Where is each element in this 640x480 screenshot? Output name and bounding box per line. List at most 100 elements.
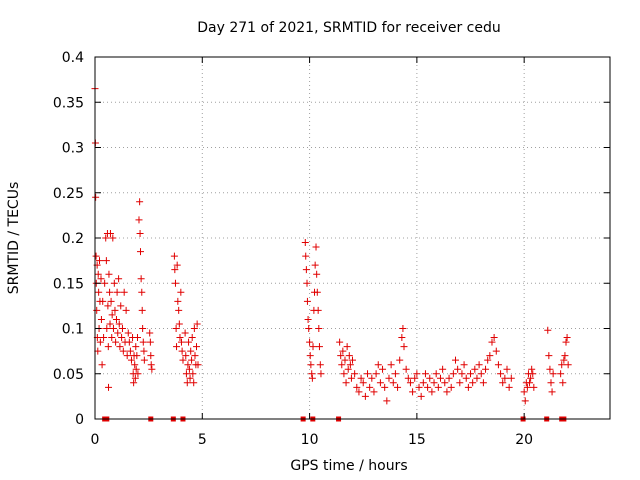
data-point [124, 329, 132, 337]
data-point [313, 288, 321, 296]
data-point [177, 288, 185, 296]
data-point [192, 343, 200, 351]
data-point [387, 361, 395, 369]
data-point [505, 383, 513, 391]
data-point [106, 320, 114, 328]
data-point [339, 347, 347, 355]
data-point [396, 356, 404, 364]
data-point [109, 325, 117, 332]
data-point [136, 248, 144, 256]
data-point [394, 383, 402, 391]
data-point [132, 343, 140, 351]
data-point [449, 370, 457, 378]
data-layer [91, 85, 572, 422]
data-point [97, 275, 105, 283]
data-point [409, 388, 417, 396]
data-point [520, 388, 528, 396]
data-point [147, 352, 155, 360]
data-point [337, 352, 345, 360]
data-point [379, 365, 387, 373]
data-point [304, 315, 312, 323]
data-point [406, 379, 414, 387]
data-point [186, 374, 194, 382]
data-point [317, 370, 325, 378]
data-point [105, 270, 113, 278]
data-point [490, 334, 498, 342]
data-point [187, 347, 195, 355]
data-point [103, 325, 111, 332]
data-point [113, 288, 121, 296]
data-point [545, 352, 553, 360]
data-point [341, 356, 349, 364]
data-point [93, 306, 101, 314]
data-point [381, 383, 389, 391]
data-point [351, 370, 359, 378]
data-point [107, 297, 115, 305]
data-point [175, 306, 183, 314]
data-point [372, 370, 380, 378]
data-point [441, 379, 449, 387]
data-point [312, 243, 320, 251]
data-point [182, 370, 190, 378]
x-tick-label: 20 [515, 432, 533, 448]
data-point [132, 365, 140, 373]
data-point [111, 306, 119, 314]
data-point [313, 270, 321, 278]
data-point [340, 370, 348, 378]
data-point [308, 374, 316, 382]
data-point [366, 383, 374, 391]
data-point [391, 370, 399, 378]
data-point [122, 306, 130, 314]
y-tick-label: 0.35 [53, 95, 84, 111]
data-point [308, 370, 316, 378]
data-point [100, 334, 108, 342]
data-point [118, 334, 126, 342]
data-point [488, 338, 496, 346]
data-point [135, 216, 143, 224]
y-tick-label: 0.15 [53, 276, 84, 292]
data-point [486, 352, 494, 360]
data-point [97, 315, 105, 323]
chart-title: Day 271 of 2021, SRMTID for receiver ced… [197, 20, 500, 36]
data-point [368, 374, 376, 382]
data-point [305, 325, 313, 332]
data-point [434, 383, 442, 391]
data-point [126, 347, 134, 355]
data-point [499, 379, 507, 387]
data-point [355, 388, 363, 396]
data-point [191, 352, 199, 360]
data-point [398, 334, 406, 342]
data-point [102, 257, 110, 265]
data-point [189, 370, 197, 378]
data-point [419, 379, 427, 387]
data-point [374, 361, 382, 369]
data-point [309, 343, 317, 351]
data-point [370, 388, 378, 396]
data-point [357, 374, 365, 382]
data-point [139, 338, 147, 346]
data-point [120, 288, 128, 296]
data-point [131, 361, 139, 369]
data-point [106, 229, 114, 237]
data-point [314, 306, 322, 314]
data-point [501, 374, 509, 382]
data-point [179, 356, 187, 364]
data-point [559, 379, 567, 387]
data-point [138, 288, 146, 296]
data-point [563, 334, 571, 342]
data-point [116, 343, 124, 351]
data-point [140, 356, 148, 364]
data-point [176, 334, 184, 342]
data-point [108, 334, 116, 342]
x-axis-label: GPS time / hours [290, 458, 407, 474]
y-tick-label: 0.1 [62, 322, 84, 338]
y-tick-label: 0.05 [53, 367, 84, 383]
data-point [492, 347, 500, 355]
data-point [188, 356, 196, 364]
data-point [106, 288, 114, 296]
data-point [527, 374, 535, 382]
data-point [110, 279, 118, 287]
x-tick-label: 0 [91, 432, 100, 448]
data-point [188, 334, 196, 342]
